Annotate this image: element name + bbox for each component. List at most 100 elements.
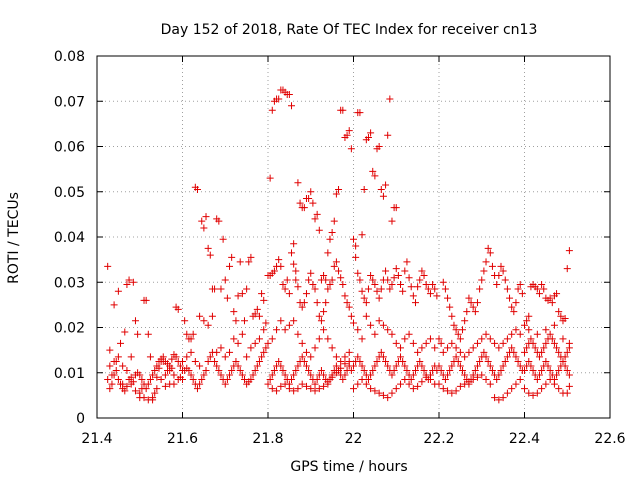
data-point [311, 387, 319, 395]
data-point [290, 371, 298, 379]
data-point [478, 371, 486, 379]
data-point [204, 244, 212, 252]
data-point [444, 344, 452, 352]
data-point [382, 267, 390, 275]
data-point [486, 249, 494, 257]
data-point [377, 185, 385, 193]
data-point [525, 389, 533, 397]
data-point [375, 389, 383, 397]
data-point [176, 362, 184, 370]
data-point [238, 330, 246, 338]
data-point [435, 362, 443, 370]
data-point [345, 303, 353, 311]
data-point [358, 335, 366, 343]
data-point [437, 339, 445, 347]
data-point [127, 373, 135, 381]
data-point [159, 353, 167, 361]
data-point [431, 285, 439, 293]
data-point [495, 396, 503, 404]
data-point [290, 387, 298, 395]
data-point [337, 274, 345, 282]
data-point [463, 308, 471, 316]
data-point [409, 385, 417, 393]
data-point [221, 276, 229, 284]
data-point [386, 95, 394, 103]
data-point [110, 357, 118, 365]
data-point [213, 348, 221, 356]
data-point [198, 217, 206, 225]
data-point [236, 366, 244, 374]
data-point [275, 95, 283, 103]
data-point [328, 373, 336, 381]
data-point [461, 353, 469, 361]
data-point [110, 301, 118, 309]
data-point [563, 366, 571, 374]
data-point [461, 317, 469, 325]
data-point [217, 371, 225, 379]
y-tick-label: 0.01 [54, 366, 85, 382]
y-tick-label: 0.07 [54, 94, 85, 110]
data-point [123, 281, 131, 289]
data-point [223, 294, 231, 302]
data-point [559, 335, 567, 343]
data-point [456, 382, 464, 390]
data-point [452, 387, 460, 395]
data-point [561, 362, 569, 370]
data-point [456, 335, 464, 343]
data-point [493, 281, 501, 289]
data-point [364, 133, 372, 141]
data-point [228, 366, 236, 374]
x-tick-label: 21.4 [81, 431, 112, 447]
data-point [371, 172, 379, 180]
data-point [561, 353, 569, 361]
data-point [315, 335, 323, 343]
data-point [473, 373, 481, 381]
data-point [459, 366, 467, 374]
data-point [452, 344, 460, 352]
data-point [311, 215, 319, 223]
data-point [307, 353, 315, 361]
data-point [255, 312, 263, 320]
data-point [345, 357, 353, 365]
data-point [367, 371, 375, 379]
data-point [452, 326, 460, 334]
data-point [305, 366, 313, 374]
x-tick-label: 22 [345, 431, 363, 447]
data-point [273, 387, 281, 395]
data-point [281, 326, 289, 334]
data-point [153, 385, 161, 393]
data-point [503, 389, 511, 397]
data-point [332, 190, 340, 198]
data-point [362, 380, 370, 388]
data-point [251, 310, 259, 318]
data-point [311, 380, 319, 388]
data-point [153, 362, 161, 370]
data-point [473, 339, 481, 347]
data-point [521, 321, 528, 329]
data-point [555, 308, 563, 316]
x-tick-label: 22.2 [423, 431, 454, 447]
data-point [309, 281, 317, 289]
data-point [174, 357, 182, 365]
data-point [356, 109, 364, 117]
data-point [403, 258, 411, 266]
data-point [320, 371, 328, 379]
data-point [542, 326, 550, 334]
data-point [264, 380, 272, 388]
data-point [146, 353, 154, 361]
data-point [382, 357, 390, 365]
data-point [384, 394, 392, 402]
data-point [215, 366, 223, 374]
data-point [527, 362, 535, 370]
data-point [358, 287, 366, 295]
data-point [146, 376, 154, 384]
data-point [563, 348, 571, 356]
data-point [497, 262, 505, 270]
data-point [354, 380, 362, 388]
data-point [170, 380, 178, 388]
data-point [471, 366, 479, 374]
data-point [285, 321, 293, 329]
data-point [360, 366, 368, 374]
data-point [435, 335, 443, 343]
data-point [533, 376, 541, 384]
